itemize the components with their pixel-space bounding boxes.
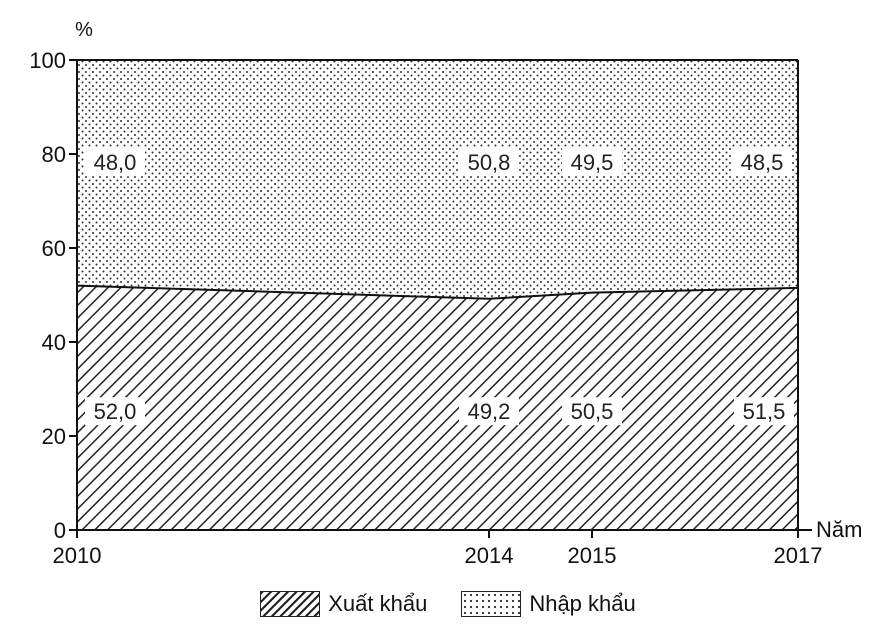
axes: 0 20 40 60 80 100 2010 2014 2015 2017 % Năm — [29, 19, 862, 568]
y-ticks: 0 20 40 60 80 100 — [29, 48, 77, 543]
x-tick-label: 2014 — [465, 543, 514, 568]
data-label-bg — [562, 397, 622, 426]
y-tick-label: 60 — [42, 236, 66, 261]
data-label-bg — [734, 397, 794, 426]
y-tick-label: 20 — [42, 424, 66, 449]
area-layers — [76, 60, 799, 530]
data-label-bg — [562, 148, 622, 177]
area-chart: 48,0 52,0 50,8 49,2 49,5 50,5 48,5 51,5 0 20 40 60… — [29, 19, 862, 568]
legend: Xuất khẩu Nhập khẩu — [0, 586, 896, 622]
x-axis-label: Năm — [816, 517, 862, 542]
y-tick-label: 0 — [54, 518, 66, 543]
legend-label-nhap-khau: Nhập khẩu — [529, 591, 636, 616]
data-label-xuat-khau: 51,5 — [743, 399, 786, 424]
area-nhap-khau — [77, 60, 798, 299]
x-tick-label: 2015 — [568, 543, 617, 568]
data-label-bg — [459, 397, 519, 426]
data-labels: 48,0 52,0 50,8 49,2 49,5 50,5 48,5 51,5 — [85, 148, 794, 426]
data-label-nhap-khau: 48,5 — [741, 150, 784, 175]
data-label-xuat-khau: 49,2 — [468, 399, 511, 424]
x-tick-label: 2017 — [774, 543, 823, 568]
legend-swatch-nhap-khau — [461, 591, 522, 617]
area-xuat-khau — [77, 285, 798, 530]
data-label-nhap-khau: 48,0 — [94, 150, 137, 175]
legend-label-xuat-khau: Xuất khẩu — [328, 591, 428, 616]
y-unit-label: % — [75, 19, 93, 41]
y-tick-label: 40 — [42, 330, 66, 355]
y-tick-label: 100 — [29, 48, 66, 73]
data-label-bg — [85, 148, 145, 177]
x-ticks: 2010 2014 2015 2017 — [53, 530, 823, 568]
data-label-bg — [85, 397, 145, 426]
data-label-bg — [732, 148, 792, 177]
data-label-nhap-khau: 49,5 — [571, 150, 614, 175]
legend-item-nhap-khau: Nhập khẩu — [461, 591, 636, 617]
series-boundary-line — [76, 284, 799, 300]
data-label-nhap-khau: 50,8 — [468, 150, 511, 175]
data-label-xuat-khau: 50,5 — [571, 399, 614, 424]
legend-swatch-xuat-khau — [260, 591, 321, 617]
data-label-bg — [459, 148, 519, 177]
legend-item-xuat-khau: Xuất khẩu — [260, 591, 427, 617]
x-tick-label: 2010 — [53, 543, 102, 568]
y-tick-label: 80 — [42, 142, 66, 167]
data-label-xuat-khau: 52,0 — [94, 399, 137, 424]
